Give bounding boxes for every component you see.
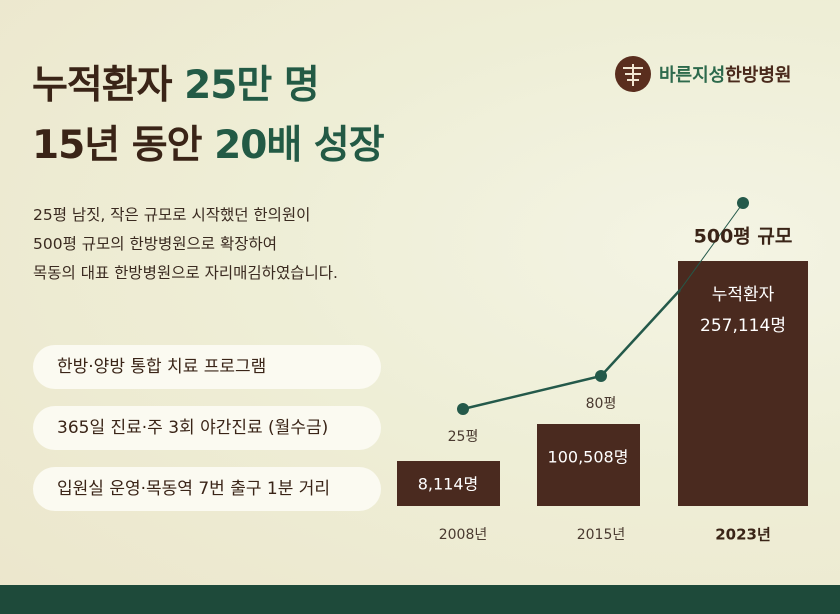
- title-text: 15년 동안: [32, 123, 202, 168]
- feature-pill: 365일 진료·주 3회 야간진료 (월수금): [33, 406, 381, 450]
- growth-line: [679, 202, 744, 291]
- feature-pill: 입원실 운영·목동역 7번 출구 1분 거리: [33, 467, 381, 511]
- intro-line: 목동의 대표 한방병원으로 자리매김하였습니다.: [33, 264, 338, 282]
- title-highlight: 25만 명: [184, 63, 320, 108]
- size-label: 80평: [586, 396, 617, 412]
- title-line: 15년 동안 20배 성장: [32, 114, 385, 170]
- title-highlight: 20배 성장: [214, 123, 384, 168]
- patients-caption: 누적환자: [712, 285, 775, 305]
- year-label: 2015년: [577, 527, 626, 543]
- year-label: 2023년: [715, 526, 771, 544]
- title-text: 누적환자: [32, 63, 173, 108]
- point: [737, 197, 749, 209]
- logo-accent: 바른지성: [659, 65, 726, 86]
- patients-label: 257,114명: [700, 316, 786, 336]
- title-line: 누적환자 25만 명: [32, 54, 320, 110]
- patients-label: 8,114명: [418, 475, 479, 494]
- bar: [537, 424, 640, 506]
- year-label: 2008년: [439, 527, 488, 543]
- logo-icon: [615, 56, 651, 92]
- intro-line: 25평 남짓, 작은 규모로 시작했던 한의원이: [33, 206, 311, 224]
- size-label: 500평 규모: [694, 226, 793, 248]
- bar: [678, 261, 808, 506]
- patients-label: 100,508명: [548, 448, 629, 467]
- footer-band: [0, 585, 840, 614]
- intro-line: 500평 규모의 한방병원으로 확장하여: [33, 235, 278, 253]
- growth-line: [462, 289, 681, 411]
- logo: 바른지성 한방병원: [613, 54, 792, 94]
- feature-pill: 한방·양방 통합 치료 프로그램: [33, 345, 381, 389]
- size-label: 25평: [448, 429, 479, 445]
- point: [595, 370, 607, 382]
- bar: [397, 461, 500, 506]
- point: [457, 403, 469, 415]
- logo-rest: 한방병원: [725, 65, 792, 86]
